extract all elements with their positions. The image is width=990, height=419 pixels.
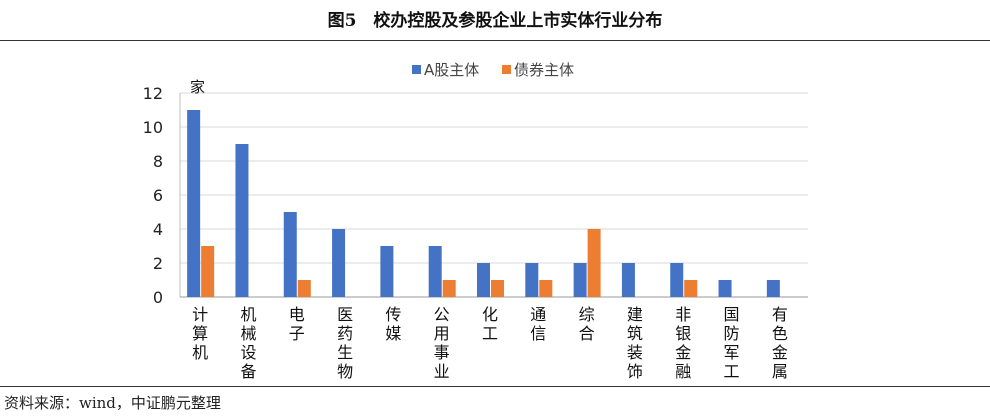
bar-a-share: [332, 229, 346, 297]
x-tick-label: 传媒: [385, 305, 401, 343]
x-tick-label: 公用事业: [434, 305, 450, 381]
bar-a-share: [670, 263, 684, 297]
bar-bond: [491, 280, 504, 297]
y-tick-label: 4: [153, 220, 163, 239]
bar-bond: [201, 246, 215, 297]
bar-a-share: [283, 212, 297, 297]
x-tick-label: 综合: [579, 305, 595, 343]
figure-title: 图5 校办控股及参股企业上市实体行业分布: [327, 11, 663, 31]
legend-swatch: [412, 65, 421, 74]
bar-a-share: [477, 263, 490, 297]
x-tick-label: 机械设备: [240, 305, 256, 381]
y-tick-label: 12: [143, 84, 163, 103]
legend-label: 债券主体: [514, 61, 574, 79]
bar-bond: [539, 280, 553, 297]
y-tick-label: 0: [153, 288, 163, 307]
bar-a-share: [718, 280, 732, 297]
bottom-rule: [0, 386, 990, 387]
x-tick-label: 国防军工: [724, 305, 740, 381]
x-tick-label: 非银金融: [675, 305, 691, 381]
bar-a-share: [621, 263, 635, 297]
y-tick-label: 10: [143, 118, 163, 137]
bar-a-share: [380, 246, 394, 297]
bar-a-share: [235, 144, 249, 297]
source-note: 资料来源：wind，中证鹏元整理: [4, 394, 221, 412]
bar-a-share: [525, 263, 539, 297]
bar-a-share: [428, 246, 442, 297]
bar-a-share: [573, 263, 587, 297]
bar-bond: [684, 280, 698, 297]
y-tick-label: 2: [153, 254, 163, 273]
legend-swatch: [502, 65, 511, 74]
y-tick-label: 8: [153, 152, 163, 171]
y-unit-label: 家: [190, 78, 205, 96]
bar-a-share: [187, 110, 201, 297]
legend-label: A股主体: [424, 61, 479, 79]
x-tick-label: 通信: [530, 305, 546, 343]
y-tick-label: 6: [153, 186, 163, 205]
bar-bond: [587, 229, 601, 297]
top-rule: [0, 40, 990, 41]
x-tick-label: 有色金属: [772, 305, 788, 381]
x-tick-label: 电子: [289, 305, 305, 343]
x-tick-label: 建筑装饰: [627, 305, 643, 381]
x-tick-label: 医药生物: [337, 305, 353, 381]
bar-bond: [442, 280, 456, 297]
x-tick-label: 化工: [482, 305, 498, 343]
x-tick-label: 计算机: [192, 305, 208, 362]
bar-bond: [297, 280, 311, 297]
bar-a-share: [766, 280, 780, 297]
